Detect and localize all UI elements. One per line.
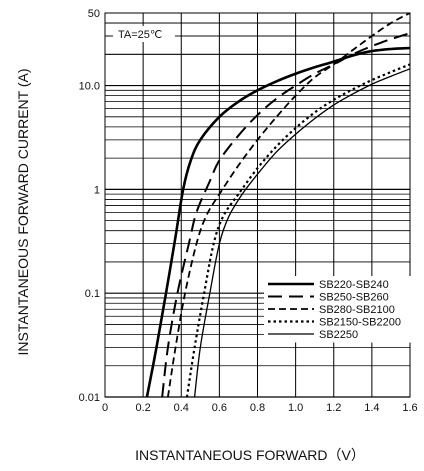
legend-label: SB220-SB240: [319, 279, 389, 291]
y-tick-label: 0.1: [85, 288, 100, 300]
legend-label: SB250-SB260: [319, 292, 389, 304]
legend: SB220-SB240SB250-SB260SB280-SB2100SB2150…: [264, 276, 416, 343]
temperature-annotation: TA=25℃: [118, 29, 162, 41]
series-line-sb2250: [193, 68, 411, 398]
plot-frame: [104, 12, 411, 398]
x-tick-label: 0.2: [135, 402, 150, 414]
x-axis-title: INSTANTANEOUS FORWARD（V）: [135, 447, 365, 463]
series-line-sb250-sb260: [161, 32, 411, 398]
x-tick-label: 0.8: [250, 402, 265, 414]
x-tick-labels: 0 0.2 0.4 0.6 0.8 1.0 1.2 1.4 1.6: [102, 402, 418, 414]
x-tick-label: 1.0: [288, 402, 303, 414]
x-tick-label: 1.6: [402, 402, 417, 414]
x-tick-label: 0.6: [212, 402, 227, 414]
curves: [145, 12, 411, 398]
y-axis-title: INSTANTANEOUS FORWARD CURRENT (A): [15, 68, 31, 355]
x-tick-label: 0.4: [174, 402, 189, 414]
x-tick-label: 1.4: [364, 402, 379, 414]
legend-label: SB2250: [319, 329, 358, 341]
annotation-background: [113, 26, 175, 42]
legend-label: SB2150-SB2200: [319, 317, 401, 329]
legend-label: SB280-SB2100: [319, 304, 395, 316]
y-tick-label: 50: [88, 8, 100, 20]
series-line-sb280-sb2100: [167, 12, 411, 398]
y-tick-label: 10.0: [79, 81, 100, 93]
legend-background: [264, 276, 416, 343]
y-tick-label: 1: [94, 184, 100, 196]
series-line-sb220-sb240: [145, 46, 411, 398]
x-tick-label: 1.2: [326, 402, 341, 414]
x-tick-label: 0: [102, 402, 108, 414]
y-tick-label: 0.01: [79, 392, 100, 404]
y-tick-labels: 0.01 0.1 1 10.0 50: [79, 8, 100, 404]
